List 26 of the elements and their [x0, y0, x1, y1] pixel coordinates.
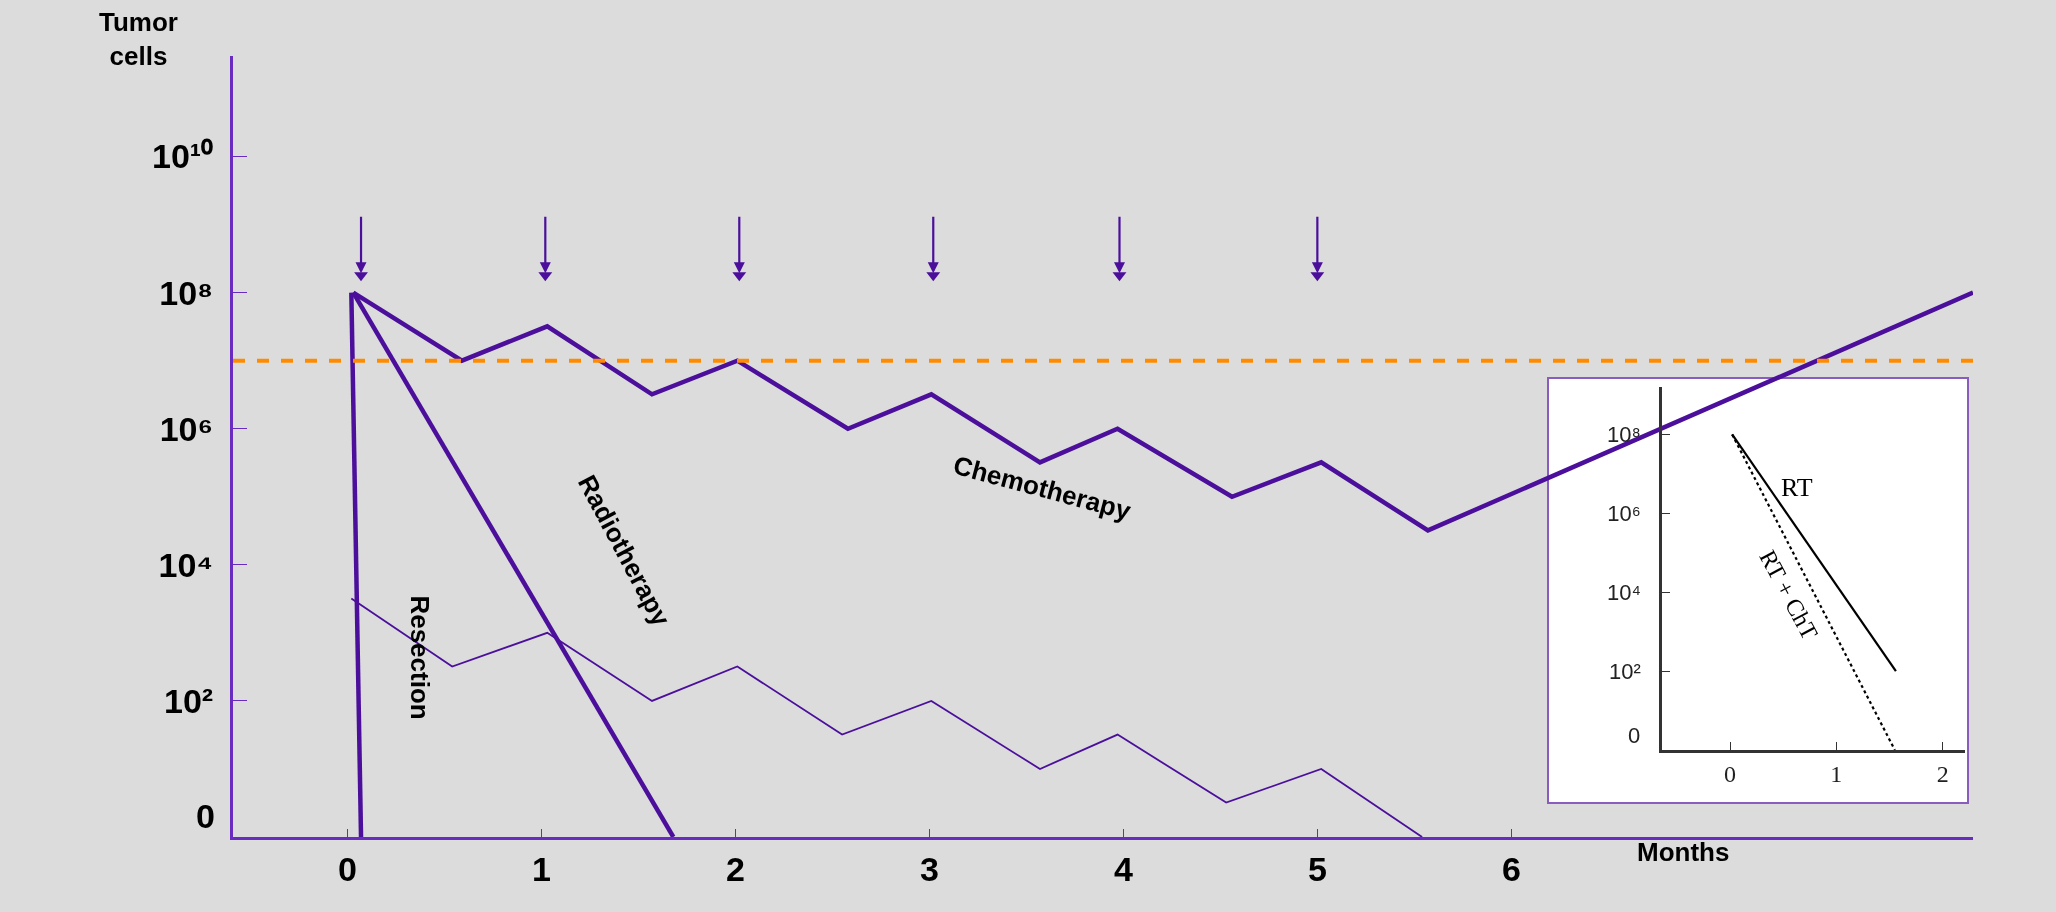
x-tick-label: 6: [1501, 849, 1521, 888]
text: Resection: [405, 595, 436, 720]
y-tick-label: 10⁶: [159, 409, 214, 448]
x-tick-label: 3: [919, 849, 939, 888]
y-tick-label: 10⁶: [1607, 501, 1641, 527]
y-tick-label: 10²: [164, 681, 214, 720]
x-tick-label: 0: [337, 849, 357, 888]
annotation: 0: [1628, 723, 1641, 748]
y-tick-label: 10²: [1609, 658, 1641, 684]
y-tick-label: 10⁴: [1606, 579, 1641, 605]
x-tick-label: 1: [1830, 760, 1843, 787]
y-tick-label: 10⁴: [158, 545, 214, 584]
text: 0: [196, 797, 215, 835]
x-tick-label: 1: [531, 849, 551, 888]
x-tick-label: 2: [725, 849, 745, 888]
y-tick-label: 10¹⁰: [152, 137, 214, 176]
x-tick-label: 0: [1724, 760, 1737, 787]
y-tick-label: 10⁸: [159, 273, 214, 312]
y-axis-title: Tumor cells: [99, 7, 178, 71]
x-tick-label: 5: [1307, 849, 1327, 888]
text: RT + ChT: [1754, 545, 1824, 644]
x-tick-label: 4: [1113, 849, 1133, 888]
x-axis-title: Months: [1637, 837, 1730, 867]
y-tick-label: 10⁸: [1607, 422, 1641, 448]
x-tick-label: 2: [1936, 760, 1949, 787]
series-label: RT: [1781, 473, 1813, 502]
